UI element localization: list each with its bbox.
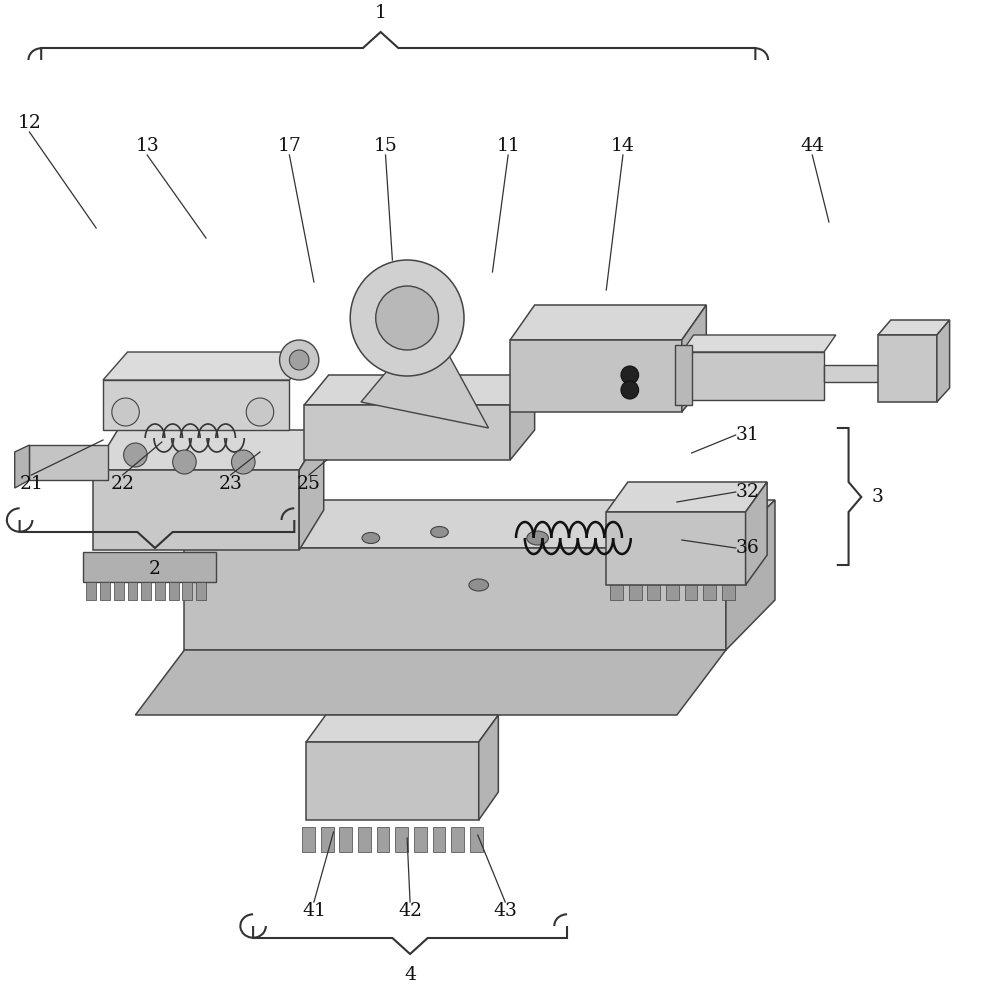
Polygon shape — [606, 482, 767, 512]
Circle shape — [350, 260, 464, 376]
Polygon shape — [726, 500, 775, 650]
Bar — [128, 582, 137, 600]
Bar — [321, 827, 334, 852]
Text: 32: 32 — [736, 483, 759, 501]
Text: 31: 31 — [736, 426, 759, 444]
Polygon shape — [606, 512, 746, 585]
Polygon shape — [682, 335, 836, 352]
Text: 21: 21 — [20, 475, 43, 493]
Polygon shape — [15, 445, 29, 488]
Bar — [722, 585, 735, 600]
Polygon shape — [878, 320, 950, 335]
Text: 1: 1 — [375, 4, 387, 22]
Polygon shape — [83, 552, 216, 582]
Polygon shape — [299, 430, 324, 550]
Polygon shape — [675, 345, 692, 405]
Polygon shape — [937, 320, 950, 402]
Bar — [169, 582, 179, 600]
Text: 3: 3 — [871, 488, 883, 506]
Text: 4: 4 — [404, 966, 416, 984]
Polygon shape — [29, 445, 108, 480]
Circle shape — [376, 286, 439, 350]
Ellipse shape — [431, 526, 448, 538]
Bar — [629, 585, 642, 600]
Polygon shape — [103, 380, 289, 430]
Bar — [182, 582, 192, 600]
Polygon shape — [306, 715, 498, 742]
Polygon shape — [103, 352, 314, 380]
Polygon shape — [682, 352, 824, 400]
Bar — [685, 585, 697, 600]
Ellipse shape — [469, 579, 489, 591]
Polygon shape — [304, 375, 535, 405]
Polygon shape — [479, 715, 498, 820]
Bar — [451, 827, 464, 852]
Bar — [666, 585, 679, 600]
Ellipse shape — [527, 531, 548, 545]
Text: 41: 41 — [302, 902, 326, 920]
Bar — [703, 585, 716, 600]
Bar — [339, 827, 352, 852]
Polygon shape — [510, 340, 682, 412]
Ellipse shape — [362, 532, 380, 544]
Polygon shape — [682, 305, 706, 412]
Text: 44: 44 — [800, 137, 824, 155]
Polygon shape — [184, 548, 726, 650]
Circle shape — [621, 366, 639, 384]
Text: 11: 11 — [496, 137, 520, 155]
Bar — [377, 827, 389, 852]
Bar — [470, 827, 483, 852]
Text: 17: 17 — [278, 137, 301, 155]
Circle shape — [289, 350, 309, 370]
Bar — [414, 827, 427, 852]
Circle shape — [246, 398, 274, 426]
Text: 15: 15 — [374, 137, 397, 155]
Circle shape — [621, 381, 639, 399]
Circle shape — [173, 450, 196, 474]
Bar — [395, 827, 408, 852]
Bar — [302, 827, 315, 852]
Circle shape — [124, 443, 147, 467]
Polygon shape — [184, 500, 775, 548]
Text: 12: 12 — [18, 114, 41, 132]
Polygon shape — [746, 482, 767, 585]
Text: 22: 22 — [111, 475, 134, 493]
Polygon shape — [361, 320, 489, 428]
Text: 42: 42 — [398, 902, 422, 920]
Text: 25: 25 — [297, 475, 321, 493]
Polygon shape — [824, 365, 891, 382]
Polygon shape — [93, 430, 324, 470]
Bar — [100, 582, 110, 600]
Bar — [155, 582, 165, 600]
Bar — [647, 585, 660, 600]
Text: 43: 43 — [493, 902, 517, 920]
Polygon shape — [878, 335, 937, 402]
Polygon shape — [306, 742, 479, 820]
Text: 13: 13 — [135, 137, 159, 155]
Text: 14: 14 — [611, 137, 635, 155]
Bar — [358, 827, 371, 852]
Circle shape — [232, 450, 255, 474]
Bar — [86, 582, 96, 600]
Text: 36: 36 — [736, 539, 759, 557]
Circle shape — [112, 398, 139, 426]
Bar — [114, 582, 124, 600]
Bar — [196, 582, 206, 600]
Polygon shape — [304, 405, 510, 460]
Bar — [141, 582, 151, 600]
Polygon shape — [93, 470, 299, 550]
Text: 2: 2 — [149, 560, 161, 578]
Bar — [433, 827, 445, 852]
Polygon shape — [135, 650, 726, 715]
Polygon shape — [510, 305, 706, 340]
Circle shape — [280, 340, 319, 380]
Bar — [610, 585, 623, 600]
Text: 23: 23 — [219, 475, 242, 493]
Polygon shape — [510, 375, 535, 460]
